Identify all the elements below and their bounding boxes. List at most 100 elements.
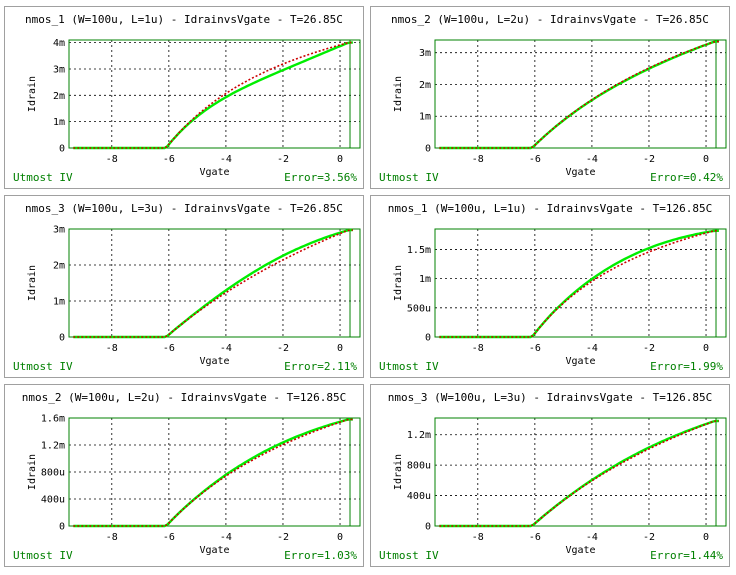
error-label: Error=1.44% bbox=[650, 549, 723, 562]
y-tick-label: 0 bbox=[425, 144, 431, 155]
y-tick-label: 3m bbox=[53, 225, 65, 236]
x-tick-label: -8 bbox=[472, 154, 484, 165]
error-label: Error=0.42% bbox=[650, 171, 723, 184]
simulated-series-line bbox=[439, 230, 719, 338]
chart-panel: nmos_1 (W=100u, L=1u) - IdrainvsVgate - … bbox=[4, 6, 364, 189]
simulated-series-line bbox=[73, 418, 353, 527]
x-tick-label: -4 bbox=[220, 154, 232, 165]
model-label: Utmost IV bbox=[379, 171, 439, 184]
x-tick-label: -6 bbox=[163, 343, 175, 354]
y-tick-label: 1m bbox=[53, 117, 65, 128]
x-axis-label: Vgate bbox=[199, 545, 229, 556]
x-axis-label: Vgate bbox=[565, 545, 595, 556]
plot-svg: -8 -6 -4 -2 0 0 1m 2m 3m Vgate Idrain bbox=[27, 225, 361, 367]
measured-series-line bbox=[73, 41, 353, 150]
model-label: Utmost IV bbox=[13, 360, 73, 373]
y-tick-label: 500u bbox=[407, 303, 431, 314]
y-tick-label: 800u bbox=[407, 461, 431, 472]
measured-series-line bbox=[439, 229, 719, 339]
x-tick-label: 0 bbox=[703, 532, 709, 543]
x-tick-label: -2 bbox=[277, 154, 289, 165]
chart-title: nmos_2 (W=100u, L=2u) - IdrainvsVgate - … bbox=[391, 13, 709, 26]
error-label: Error=1.99% bbox=[650, 360, 723, 373]
y-tick-label: 1m bbox=[53, 297, 65, 308]
y-tick-label: 4m bbox=[53, 38, 65, 49]
y-tick-label: 2m bbox=[53, 261, 65, 272]
error-label: Error=1.03% bbox=[284, 549, 357, 562]
y-tick-label: 0 bbox=[425, 522, 431, 533]
y-axis-label: Idrain bbox=[27, 76, 38, 112]
y-axis-label: Idrain bbox=[27, 265, 38, 301]
chart-title: nmos_1 (W=100u, L=1u) - IdrainvsVgate - … bbox=[387, 202, 713, 215]
x-axis-label: Vgate bbox=[199, 167, 229, 178]
x-tick-label: -6 bbox=[163, 532, 175, 543]
x-tick-label: -8 bbox=[472, 532, 484, 543]
y-tick-label: 2m bbox=[53, 91, 65, 102]
x-axis-label: Vgate bbox=[199, 356, 229, 367]
x-tick-label: 0 bbox=[337, 154, 343, 165]
plot-frame bbox=[68, 39, 361, 149]
y-tick-label: 400u bbox=[407, 491, 431, 502]
y-tick-label: 1m bbox=[419, 112, 431, 123]
y-axis-label: Idrain bbox=[393, 265, 404, 301]
x-tick-label: -8 bbox=[106, 154, 118, 165]
simulated-series-line bbox=[439, 40, 719, 149]
x-tick-label: -2 bbox=[277, 343, 289, 354]
x-tick-label: -8 bbox=[106, 343, 118, 354]
x-tick-label: -2 bbox=[277, 532, 289, 543]
x-tick-label: -2 bbox=[643, 154, 655, 165]
x-axis-label: Vgate bbox=[565, 356, 595, 367]
x-tick-label: -4 bbox=[220, 532, 232, 543]
x-tick-label: -2 bbox=[643, 343, 655, 354]
model-label: Utmost IV bbox=[13, 171, 73, 184]
measured-series-line bbox=[73, 418, 353, 528]
simulated-series-line bbox=[439, 420, 719, 527]
y-tick-label: 0 bbox=[59, 522, 65, 533]
model-label: Utmost IV bbox=[379, 360, 439, 373]
plot-frame bbox=[68, 417, 361, 527]
plot-frame bbox=[434, 39, 727, 149]
x-axis-label: Vgate bbox=[565, 167, 595, 178]
y-tick-label: 1.6m bbox=[41, 414, 65, 425]
chart-panel: nmos_2 (W=100u, L=2u) - IdrainvsVgate - … bbox=[4, 384, 364, 567]
y-tick-label: 0 bbox=[59, 144, 65, 155]
plot-svg: -8 -6 -4 -2 0 0 400u 800u 1.2m Vgate Idrain bbox=[393, 417, 727, 556]
plot-svg: -8 -6 -4 -2 0 0 1m 2m 3m 4m Vgate Idrain bbox=[27, 38, 361, 178]
measured-series-line bbox=[439, 40, 719, 150]
chart-title: nmos_3 (W=100u, L=3u) - IdrainvsVgate - … bbox=[25, 202, 343, 215]
y-tick-label: 3m bbox=[419, 48, 431, 59]
chart-title: nmos_1 (W=100u, L=1u) - IdrainvsVgate - … bbox=[25, 13, 343, 26]
plot-frame bbox=[434, 417, 727, 527]
measured-series-line bbox=[439, 419, 719, 528]
chart-panel: nmos_2 (W=100u, L=2u) - IdrainvsVgate - … bbox=[370, 6, 730, 189]
y-tick-label: 2m bbox=[419, 80, 431, 91]
x-tick-label: -4 bbox=[586, 343, 598, 354]
x-tick-label: 0 bbox=[703, 343, 709, 354]
x-tick-label: 0 bbox=[337, 532, 343, 543]
plot-svg: -8 -6 -4 -2 0 0 400u 800u 1.2m 1.6m Vgate Idrain bbox=[27, 414, 361, 556]
model-label: Utmost IV bbox=[13, 549, 73, 562]
chart-title: nmos_2 (W=100u, L=2u) - IdrainvsVgate - … bbox=[21, 391, 347, 404]
chart-panel: nmos_3 (W=100u, L=3u) - IdrainvsVgate - … bbox=[4, 195, 364, 378]
y-axis-label: Idrain bbox=[27, 454, 38, 490]
y-tick-label: 0 bbox=[59, 333, 65, 344]
x-tick-label: -4 bbox=[586, 532, 598, 543]
plot-svg: -8 -6 -4 -2 0 0 500u 1m 1.5m Vgate Idrain bbox=[393, 228, 727, 367]
x-tick-label: -2 bbox=[643, 532, 655, 543]
x-tick-label: -8 bbox=[106, 532, 118, 543]
chart-panel: nmos_1 (W=100u, L=1u) - IdrainvsVgate - … bbox=[370, 195, 730, 378]
plot-svg: -8 -6 -4 -2 0 0 1m 2m 3m Vgate Idrain bbox=[393, 39, 727, 178]
simulated-series-line bbox=[73, 229, 353, 338]
y-tick-label: 800u bbox=[41, 468, 65, 479]
y-tick-label: 1.5m bbox=[407, 245, 431, 256]
x-tick-label: -4 bbox=[586, 154, 598, 165]
x-tick-label: 0 bbox=[703, 154, 709, 165]
x-tick-label: -6 bbox=[529, 343, 541, 354]
y-tick-label: 1.2m bbox=[41, 441, 65, 452]
model-label: Utmost IV bbox=[379, 549, 439, 562]
chart-title: nmos_3 (W=100u, L=3u) - IdrainvsVgate - … bbox=[387, 391, 713, 404]
plot-frame bbox=[434, 228, 727, 338]
measured-series-line bbox=[73, 228, 353, 339]
y-tick-label: 3m bbox=[53, 64, 65, 75]
x-tick-label: -6 bbox=[163, 154, 175, 165]
